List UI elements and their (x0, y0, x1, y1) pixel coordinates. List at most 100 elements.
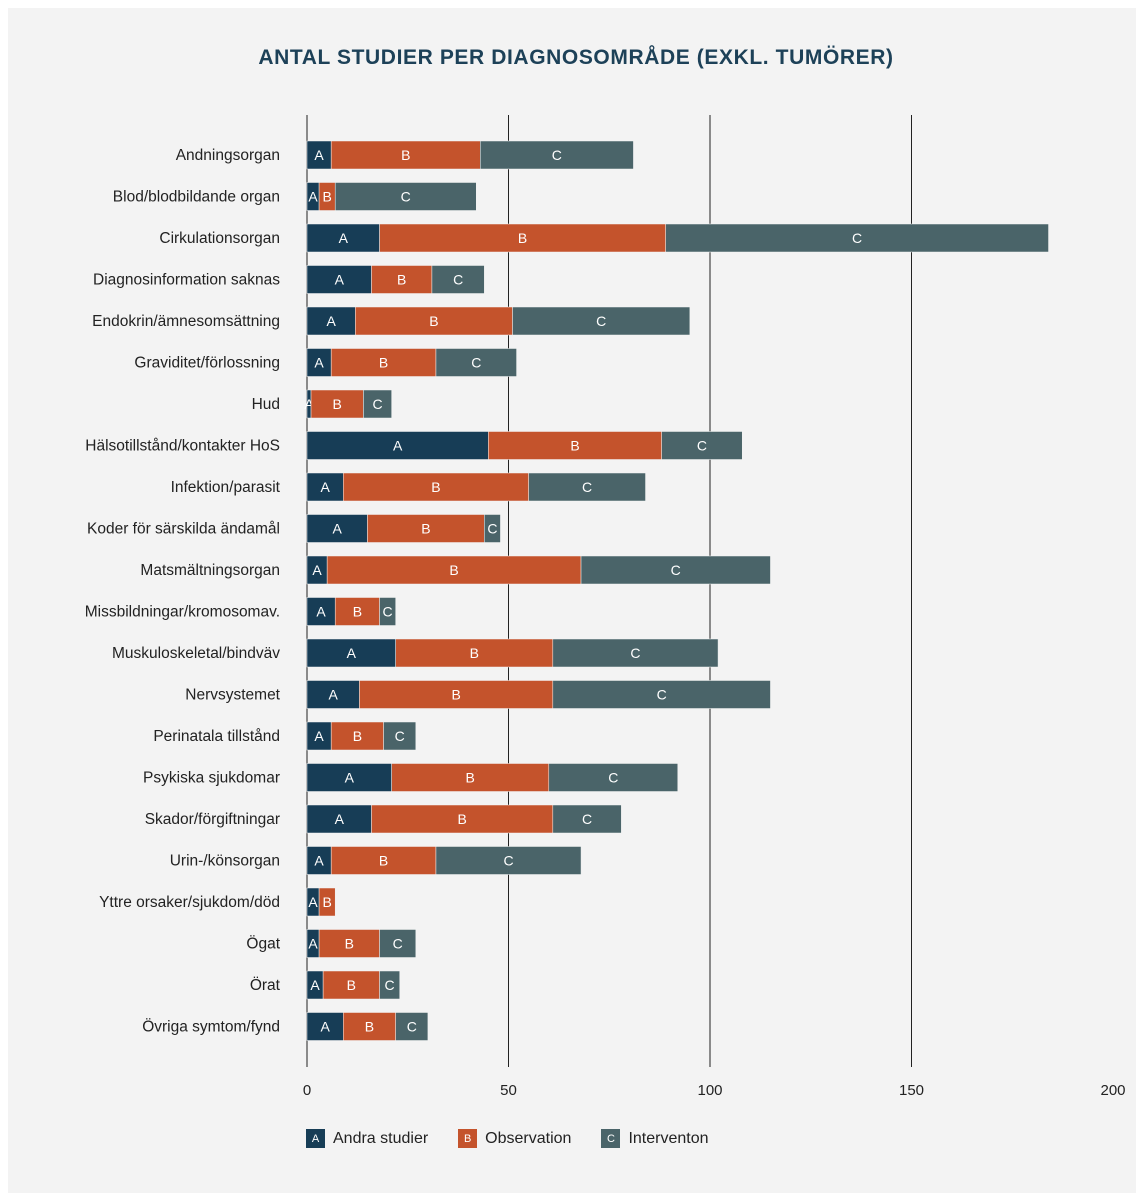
bar-segment-label: B (466, 770, 475, 786)
bar-segment-c (580, 555, 771, 585)
bar-segment-c (528, 472, 646, 502)
bar-segment-label: B (397, 272, 406, 288)
legend-swatch: B (458, 1129, 478, 1148)
bar-segment-label: C (487, 521, 497, 537)
bar-segment-c (665, 223, 1049, 253)
bar-segment-label: B (429, 313, 438, 329)
category-label: Infektion/parasit (171, 479, 281, 496)
legend-item: A Andra studier (306, 1129, 428, 1148)
bar-segment-label: B (457, 811, 466, 827)
category-label: Psykiska sjukdomar (143, 770, 280, 787)
bar-segment-label: B (322, 894, 331, 910)
bar-segment-a (306, 721, 332, 751)
bar-segment-label: A (314, 728, 324, 744)
bars: A B CA B CA B CA B CA B CA B CA B CA B CA B CA B CA B CA B CA B CA… (304, 140, 1049, 1041)
bar-segment-label: A (308, 894, 318, 910)
bar-segment-label: A (304, 396, 314, 412)
bar-segment-c (552, 638, 719, 668)
category-label: Örat (250, 976, 281, 994)
bar-segment-b (310, 389, 364, 419)
bar-segment-b (395, 638, 554, 668)
bar-segment-b (326, 555, 582, 585)
bar-segment-label: C (671, 562, 681, 578)
bar-segment-a (306, 846, 332, 875)
bar-segment-label: A (333, 521, 343, 537)
bar-segment-label: A (347, 645, 357, 661)
bar-segment-a (306, 472, 344, 502)
bar-segment-c (395, 1012, 429, 1041)
bar-segment-label: C (407, 1019, 417, 1035)
bar-segment-c (379, 929, 417, 958)
category-label: Matsmältningsorgan (140, 562, 280, 579)
bar-segment-label: C (852, 230, 862, 246)
bar-segment-label: C (372, 396, 382, 412)
bar-segment-c (379, 970, 400, 1000)
category-label: Hud (252, 396, 280, 413)
bar-segment-label: C (395, 728, 405, 744)
bar-segment-label: A (314, 853, 324, 869)
bar-segment-label: C (453, 272, 463, 288)
bar-segment-c (480, 140, 634, 170)
bar-segment-c (363, 389, 392, 419)
category-label: Urin-/könsorgan (170, 853, 280, 870)
chart-title: ANTAL STUDIER PER DIAGNOSOMRÅDE (EXKL. T… (258, 46, 894, 69)
bar-segment-label: B (570, 438, 579, 454)
category-label: Andningsorgan (176, 147, 280, 164)
bar-segment-label: A (310, 977, 320, 993)
bar-segment-label: B (353, 728, 362, 744)
bar-segment-label: B (379, 355, 388, 371)
bar-segment-label: B (353, 604, 362, 620)
bar-segment-label: A (316, 604, 326, 620)
bar-segment-label: C (596, 313, 606, 329)
category-label: Muskuloskeletal/bindväv (112, 645, 280, 662)
bar-segment-label: C (471, 355, 481, 371)
bar-segment-b (318, 887, 336, 917)
bar-segment-label: B (470, 645, 479, 661)
bar-segment-c (379, 597, 396, 626)
bar-segment-label: A (335, 811, 345, 827)
bar-segment-a (306, 680, 360, 709)
legend-swatch: A (306, 1129, 325, 1148)
bar-segment-b (318, 929, 380, 958)
bar-segment-label: C (393, 936, 403, 952)
bar-segment-b (343, 1012, 396, 1041)
category-label: Graviditet/förlossning (134, 355, 280, 372)
legend-item: B Observation (458, 1129, 571, 1148)
category-label: Nervsystemet (185, 687, 280, 704)
bar-segment-a (306, 223, 380, 253)
bar-segment-a (306, 804, 372, 834)
bar-segment-a (306, 638, 396, 668)
bar-segment-a (306, 597, 336, 626)
bar-segment-label: C (385, 977, 395, 993)
bar-segment-b (359, 680, 554, 709)
bar-segment-label: C (608, 770, 618, 786)
bar-segment-b (334, 597, 380, 626)
bar-segment-label: A (320, 479, 330, 495)
bar-segment-label: C (582, 479, 592, 495)
bar-segment-label: C (630, 645, 640, 661)
chart-panel (8, 8, 1136, 1193)
legend-item: C Interventon (601, 1129, 709, 1148)
bar-segment-c (552, 804, 622, 834)
bar-segment-a (306, 140, 332, 170)
legend-label: Interventon (628, 1129, 709, 1147)
x-tick-label: 100 (697, 1082, 722, 1099)
bar-segment-label: B (322, 189, 331, 205)
bar-segment-c (383, 721, 417, 751)
bar-segment-label: A (308, 189, 318, 205)
bar-segment-label: C (552, 147, 562, 163)
bar-segment-b (330, 348, 437, 377)
category-label: Blod/blodbildande organ (113, 189, 280, 206)
legend: A Andra studier B Observation C Interventon (306, 1129, 739, 1148)
bar-segment-c (431, 265, 485, 294)
bar-segment-c (435, 846, 582, 875)
bar-segment-b (343, 472, 529, 502)
bar-segment-label: A (320, 1019, 330, 1035)
bar-segment-label: C (503, 853, 513, 869)
bar-segment-b (379, 223, 666, 253)
bar-segment-label: C (383, 604, 393, 620)
x-tick-label: 200 (1100, 1082, 1125, 1099)
bar-segment-c (552, 680, 771, 709)
bar-segment-b (488, 431, 662, 460)
bar-segment-c (512, 306, 691, 336)
